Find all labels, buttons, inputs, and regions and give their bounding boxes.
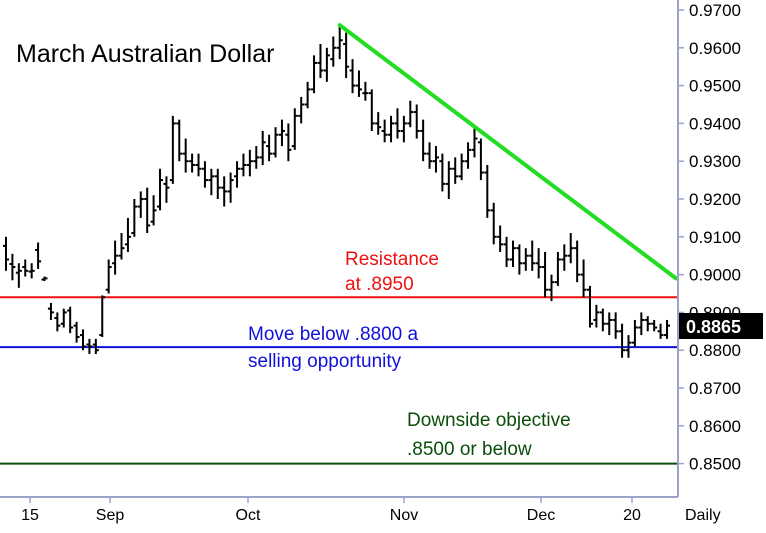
x-tick-label: Oct <box>236 507 261 524</box>
period-label: Daily <box>685 507 721 524</box>
y-tick-label: 0.9400 <box>689 114 741 133</box>
x-tick-label: 20 <box>623 507 641 524</box>
y-tick-label: 0.9700 <box>689 1 741 20</box>
y-tick-label: 0.9500 <box>689 77 741 96</box>
x-tick-label: Sep <box>96 507 125 524</box>
y-tick-label: 0.9000 <box>689 266 741 285</box>
x-tick-label: Dec <box>527 507 555 524</box>
y-tick-label: 0.9300 <box>689 152 741 171</box>
y-tick-label: 0.9600 <box>689 39 741 58</box>
resistance-note-line-2: at .8950 <box>345 274 414 295</box>
y-tick-label: 0.8500 <box>689 455 741 474</box>
chart-title: March Australian Dollar <box>16 40 274 68</box>
last-price-label: 0.8865 <box>686 317 741 337</box>
x-tick-label: 15 <box>21 507 39 524</box>
objective-note-line-1: Downside objective <box>407 410 571 431</box>
x-tick-label: Nov <box>390 507 418 524</box>
y-tick-label: 0.8700 <box>689 379 741 398</box>
y-tick-label: 0.9100 <box>689 228 741 247</box>
y-tick-label: 0.9200 <box>689 190 741 209</box>
y-tick-label: 0.8600 <box>689 417 741 436</box>
y-tick-label: 0.8800 <box>689 341 741 360</box>
support-note-line-2: selling opportunity <box>248 351 402 372</box>
objective-note-line-2: .8500 or below <box>407 439 532 460</box>
resistance-note-line-1: Resistance <box>345 249 439 270</box>
support-note-line-1: Move below .8800 a <box>248 324 418 345</box>
